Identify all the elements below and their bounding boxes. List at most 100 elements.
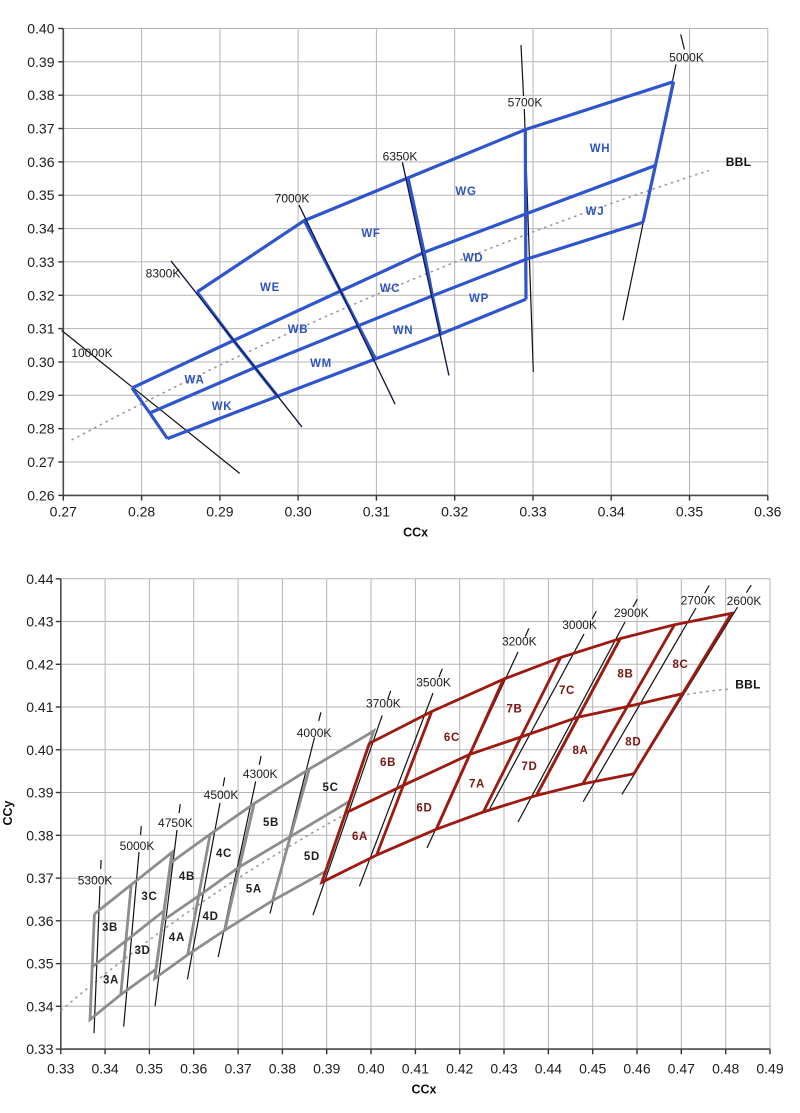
svg-text:0.31: 0.31: [363, 503, 390, 519]
svg-text:3D: 3D: [134, 945, 150, 957]
svg-text:3200K: 3200K: [502, 635, 537, 649]
svg-text:0.35: 0.35: [136, 1061, 163, 1077]
svg-text:5A: 5A: [246, 883, 262, 895]
svg-text:0.32: 0.32: [27, 287, 54, 303]
svg-text:8B: 8B: [617, 668, 633, 680]
svg-text:0.33: 0.33: [47, 1061, 74, 1077]
svg-text:0.27: 0.27: [27, 454, 54, 470]
svg-text:2700K: 2700K: [681, 593, 716, 607]
svg-text:7D: 7D: [521, 761, 537, 773]
svg-text:3500K: 3500K: [416, 676, 451, 690]
svg-text:4A: 4A: [169, 932, 185, 944]
svg-text:0.42: 0.42: [446, 1061, 473, 1077]
svg-text:WC: WC: [380, 283, 401, 295]
svg-text:BBL: BBL: [726, 155, 752, 169]
svg-text:0.32: 0.32: [441, 503, 468, 519]
svg-text:7B: 7B: [506, 704, 522, 716]
svg-text:WJ: WJ: [586, 206, 605, 218]
svg-text:2600K: 2600K: [727, 594, 762, 608]
svg-text:0.44: 0.44: [26, 571, 53, 587]
svg-text:0.46: 0.46: [623, 1061, 650, 1077]
svg-text:0.38: 0.38: [27, 87, 54, 103]
svg-text:0.30: 0.30: [27, 354, 54, 370]
svg-text:0.37: 0.37: [27, 121, 54, 137]
svg-text:0.37: 0.37: [224, 1061, 251, 1077]
svg-text:WG: WG: [455, 186, 476, 198]
svg-text:0.27: 0.27: [50, 503, 77, 519]
svg-text:0.29: 0.29: [27, 387, 54, 403]
svg-text:0.34: 0.34: [26, 998, 53, 1014]
svg-text:0.40: 0.40: [357, 1061, 384, 1077]
svg-text:0.45: 0.45: [579, 1061, 606, 1077]
svg-text:WD: WD: [463, 253, 484, 265]
svg-text:4B: 4B: [179, 871, 195, 883]
svg-text:0.36: 0.36: [754, 503, 781, 519]
svg-text:0.28: 0.28: [128, 503, 155, 519]
svg-text:8A: 8A: [572, 745, 588, 757]
svg-text:3A: 3A: [103, 975, 119, 987]
svg-text:8C: 8C: [672, 659, 688, 671]
svg-text:0.37: 0.37: [26, 870, 53, 886]
svg-text:0.33: 0.33: [26, 1041, 53, 1057]
svg-text:0.35: 0.35: [676, 503, 703, 519]
svg-text:3700K: 3700K: [366, 697, 401, 711]
svg-text:3B: 3B: [102, 922, 118, 934]
svg-text:6A: 6A: [352, 831, 368, 843]
svg-text:5C: 5C: [323, 782, 339, 794]
svg-text:CCx: CCx: [403, 526, 428, 540]
svg-text:5B: 5B: [263, 817, 279, 829]
svg-text:0.29: 0.29: [206, 503, 233, 519]
svg-text:0.38: 0.38: [269, 1061, 296, 1077]
svg-text:5D: 5D: [304, 851, 320, 863]
svg-text:4D: 4D: [203, 911, 219, 923]
svg-text:4000K: 4000K: [297, 726, 332, 740]
svg-text:0.31: 0.31: [27, 321, 54, 337]
svg-text:0.33: 0.33: [27, 254, 54, 270]
svg-text:0.49: 0.49: [756, 1061, 783, 1077]
svg-text:2900K: 2900K: [614, 606, 649, 620]
svg-text:8D: 8D: [625, 737, 641, 749]
svg-text:0.34: 0.34: [27, 221, 54, 237]
svg-text:4C: 4C: [216, 848, 232, 860]
svg-text:5300K: 5300K: [78, 874, 113, 888]
svg-text:0.33: 0.33: [519, 503, 546, 519]
svg-text:0.36: 0.36: [27, 154, 54, 170]
svg-text:0.35: 0.35: [26, 956, 53, 972]
svg-text:BBL: BBL: [735, 678, 761, 692]
svg-text:0.39: 0.39: [27, 54, 54, 70]
svg-text:WA: WA: [185, 375, 205, 387]
svg-text:0.34: 0.34: [598, 503, 625, 519]
svg-text:0.40: 0.40: [26, 742, 53, 758]
svg-text:WH: WH: [590, 143, 611, 155]
svg-text:CCx: CCx: [411, 1083, 436, 1097]
svg-text:0.28: 0.28: [27, 421, 54, 437]
svg-text:0.35: 0.35: [27, 187, 54, 203]
svg-text:6350K: 6350K: [383, 149, 418, 163]
svg-text:4750K: 4750K: [158, 816, 193, 830]
svg-text:WF: WF: [361, 228, 380, 240]
svg-text:5000K: 5000K: [669, 51, 704, 65]
svg-text:0.36: 0.36: [26, 913, 53, 929]
svg-text:3C: 3C: [141, 891, 157, 903]
svg-text:0.41: 0.41: [402, 1061, 429, 1077]
svg-text:CCy: CCy: [1, 800, 15, 825]
svg-text:0.43: 0.43: [490, 1061, 517, 1077]
svg-text:0.44: 0.44: [535, 1061, 562, 1077]
svg-text:WE: WE: [260, 282, 280, 294]
svg-text:WB: WB: [288, 324, 309, 336]
svg-text:WP: WP: [469, 293, 489, 305]
svg-text:0.48: 0.48: [712, 1061, 739, 1077]
svg-text:4500K: 4500K: [204, 788, 239, 802]
svg-text:WM: WM: [310, 358, 332, 370]
svg-text:3000K: 3000K: [562, 618, 597, 632]
svg-text:WN: WN: [393, 325, 414, 337]
svg-text:0.39: 0.39: [313, 1061, 340, 1077]
svg-text:6D: 6D: [416, 803, 432, 815]
svg-text:0.40: 0.40: [27, 21, 54, 37]
svg-text:0.38: 0.38: [26, 827, 53, 843]
svg-text:7C: 7C: [559, 685, 575, 697]
svg-text:5700K: 5700K: [508, 95, 543, 109]
svg-text:7000K: 7000K: [275, 191, 310, 205]
svg-text:WK: WK: [212, 401, 233, 413]
svg-text:6C: 6C: [444, 732, 460, 744]
